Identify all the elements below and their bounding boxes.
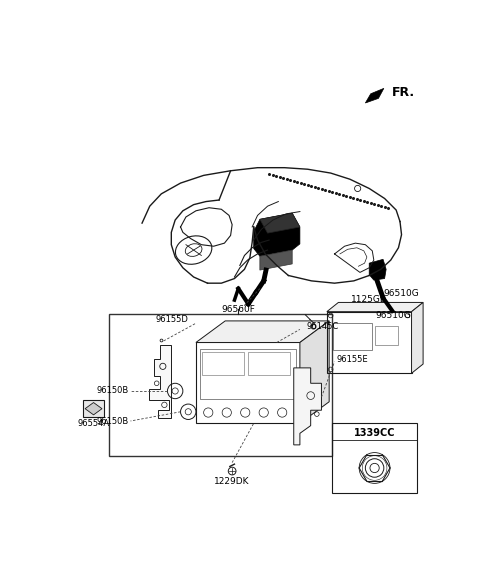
Bar [109,314,332,456]
Bar [327,312,411,373]
Polygon shape [294,368,322,445]
Text: 96150B: 96150B [96,386,129,396]
Polygon shape [327,302,423,312]
Bar [200,348,296,399]
Text: 96510G: 96510G [376,311,411,320]
Text: FR.: FR. [392,86,415,98]
Text: 96510G: 96510G [384,290,419,298]
Bar [374,325,398,345]
Text: 96150B: 96150B [96,416,129,426]
Bar [196,343,300,423]
Text: 96554A: 96554A [77,419,109,428]
Text: 96155D: 96155D [156,315,188,324]
Bar [333,323,372,350]
Polygon shape [254,213,300,256]
Bar [248,352,290,375]
Polygon shape [149,345,170,418]
Text: 1125GB: 1125GB [351,295,387,304]
Text: 1229DK: 1229DK [215,478,250,486]
Text: 96145C: 96145C [306,322,338,331]
Bar [202,352,244,375]
Polygon shape [85,403,102,415]
Polygon shape [300,321,329,423]
Text: 96560F: 96560F [221,305,255,314]
Text: 1339CC: 1339CC [354,427,396,438]
Text: 96155E: 96155E [337,355,369,364]
Polygon shape [196,321,329,343]
Polygon shape [260,213,300,233]
Bar [332,423,417,492]
Polygon shape [411,302,423,373]
Polygon shape [369,259,386,280]
Polygon shape [83,400,104,417]
Polygon shape [365,88,384,103]
Polygon shape [260,250,292,270]
